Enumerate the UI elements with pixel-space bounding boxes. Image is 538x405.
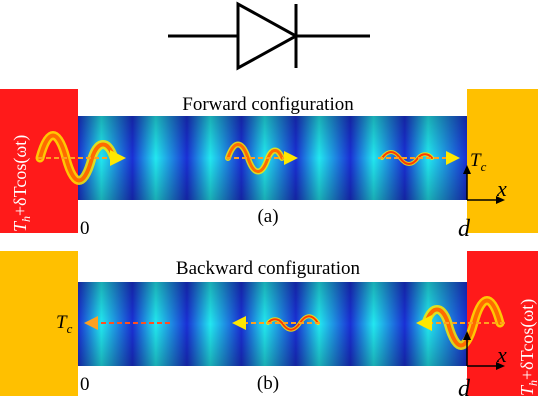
axis-label: x	[496, 176, 507, 201]
panel-backward: Backward configuration Tc Th+δTcos(ωt)	[0, 251, 538, 402]
end-label: d	[458, 376, 471, 402]
cold-temperature-label: Tc	[56, 312, 73, 336]
heat-wave-2	[232, 314, 320, 332]
cold-reservoir	[467, 89, 538, 233]
panel-caption: (b)	[257, 373, 279, 394]
cold-temperature-label: Tc	[470, 150, 487, 174]
hot-temperature-label: Th+δTcos(ωt)	[10, 135, 33, 232]
panel-title: Forward configuration	[182, 94, 354, 115]
x-axis-arrow	[463, 165, 505, 204]
origin-label: 0	[80, 374, 90, 395]
heat-wave-3	[84, 316, 170, 330]
cold-reservoir	[0, 251, 78, 396]
diode-symbol-icon	[168, 1, 370, 71]
heat-wave-2	[225, 141, 298, 175]
panel-caption: (a)	[257, 206, 278, 227]
panel-title: Backward configuration	[176, 258, 361, 279]
axis-label: x	[496, 342, 507, 367]
heat-wave-1	[416, 296, 505, 350]
origin-label: 0	[80, 218, 90, 239]
panel-forward: Forward configuration Th+δTcos(ωt) T	[0, 89, 538, 242]
x-axis-arrow	[463, 331, 505, 370]
hot-temperature-label: Th+δTcos(ωt)	[517, 299, 538, 396]
heat-wave-3	[378, 150, 460, 166]
heat-wave-1	[35, 131, 126, 185]
end-label: d	[458, 216, 471, 242]
